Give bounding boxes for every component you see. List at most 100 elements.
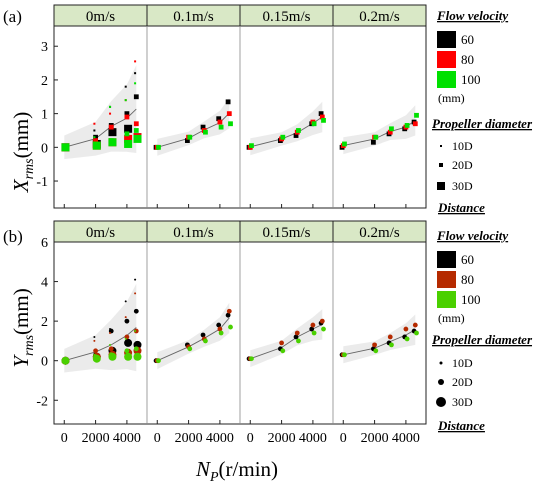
point-b-1-2-3 [218,330,224,336]
point-b-1-0-4 [225,312,231,318]
legend-b-diameter-title: Propeller diameter [432,332,533,347]
point-a-2-2-3 [311,121,317,127]
point-a-0-3-4 [134,60,137,63]
facet-label-a-1: 0.1m/s [173,9,214,25]
point-a-3-2-1 [373,134,379,140]
legend-b-unit: (mm) [438,311,465,325]
ylabel-a-sub: rms [22,158,37,180]
panel-b-tag: (b) [3,227,23,246]
point-a-2-1-4 [319,114,325,120]
point-b-0-8-4 [133,352,142,361]
point-b-0-6-2 [109,343,112,346]
point-a-3-2-4 [414,112,419,118]
point-a-0-4-2 [108,124,114,130]
legend-a-swatch-60 [437,31,456,48]
xtick-label-0-0: 0 [61,431,68,446]
point-a-0-2-2 [108,128,117,137]
xlabel-unit: (r/min) [219,457,278,481]
point-a-0-8-1 [92,141,101,150]
legend-a-swatch-80 [437,51,456,68]
point-a-1-0-1 [184,138,190,143]
xlabel-sub: P [209,470,219,484]
legend-b-label-30d: 30D [452,395,473,409]
point-b-0-8-0 [61,356,70,365]
confidence-band-a-1 [157,97,230,156]
point-b-0-3-3 [124,316,127,319]
point-b-3-1-4 [412,322,418,328]
point-a-0-6-3 [124,99,127,102]
point-a-2-2-1 [280,134,286,140]
legend-a-marker-30d [437,182,445,190]
legend-b-marker-30d [436,397,446,407]
legend-b-label-100: 100 [461,292,481,307]
point-a-0-4-1 [93,138,98,143]
confidence-band-a-0 [64,65,137,160]
xtick-label-0-2: 4000 [113,431,141,446]
point-a-0-8-0 [61,143,70,152]
point-b-0-4-2 [108,346,114,352]
legend-b: Flow velocity 60 80 100 (mm) Propeller d… [432,228,533,433]
point-b-0-8-2 [108,352,117,361]
point-a-1-2-3 [218,124,224,130]
legend-b-distance: Distance [437,418,485,433]
point-b-0-7-3 [124,348,130,354]
point-b-0-0-3 [124,300,127,303]
ytick-label-b-2: 2 [41,315,48,330]
point-a-1-0-2 [200,124,206,130]
point-a-2-2-2 [296,128,301,133]
point-b-0-0-4 [134,278,137,281]
point-a-3-0-1 [370,139,376,145]
ytick-label-a-2: 1 [41,108,48,123]
point-a-0-1-1 [93,134,98,140]
point-b-0-8-3 [124,352,133,361]
point-a-0-3-2 [109,112,112,115]
facet-label-b-3: 0.2m/s [359,225,400,241]
legend-a-distance: Distance [437,200,485,215]
point-a-3-2-2 [389,126,394,132]
point-b-3-1-3 [403,326,409,332]
point-b-0-1-4 [133,308,139,314]
ylabel-a-main: X [9,178,33,193]
point-a-0-6-2 [109,105,112,108]
point-a-0-0-1 [93,129,96,132]
point-b-3-2-0 [342,352,347,358]
point-a-0-8-4 [133,134,142,143]
point-b-2-1-3 [310,322,316,328]
point-a-1-2-1 [187,134,193,140]
legend-a-label-60: 60 [461,32,474,47]
point-a-2-0-2 [293,133,299,138]
point-b-1-1-3 [217,326,223,332]
ytick-label-b-4: 6 [41,236,48,251]
facet-label-b-0: 0m/s [86,225,115,241]
xtick-label-0-1: 2000 [82,431,110,446]
ytick-label-a-0: -1 [36,175,48,190]
point-b-0-4-4 [133,328,139,334]
legend-b-label-10d: 10D [452,356,473,370]
xtick-label-2-0: 0 [247,431,254,446]
point-b-3-1-2 [387,334,393,340]
point-a-0-3-1 [93,122,96,125]
legend-a-label-80: 80 [461,52,474,67]
ytick-label-a-4: 3 [41,40,48,55]
legend-a-label-100: 100 [461,72,481,87]
legend-b-marker-10d [439,361,443,365]
point-a-0-5-3 [124,134,133,143]
point-a-0-6-1 [93,136,96,139]
facet-label-b-2: 0.15m/s [263,225,311,241]
point-b-0-0-1 [93,335,96,338]
point-b-0-1-3 [124,318,130,324]
fit-curve-b-0 [64,327,137,362]
xtick-label-1-2: 4000 [206,431,234,446]
point-b-1-2-4 [228,324,233,330]
point-b-0-3-2 [109,332,112,334]
legend-a-marker-20d [439,163,443,167]
point-b-0-6-3 [124,337,127,340]
confidence-band-b-0 [64,283,137,373]
xlabel-main: N [195,457,211,481]
point-a-1-1-4 [226,111,232,117]
legend-a-label-10d: 10D [452,139,473,153]
point-a-1-2-4 [228,121,233,127]
facet-label-a-2: 0.15m/s [263,9,311,25]
point-b-2-2-0 [249,356,254,362]
